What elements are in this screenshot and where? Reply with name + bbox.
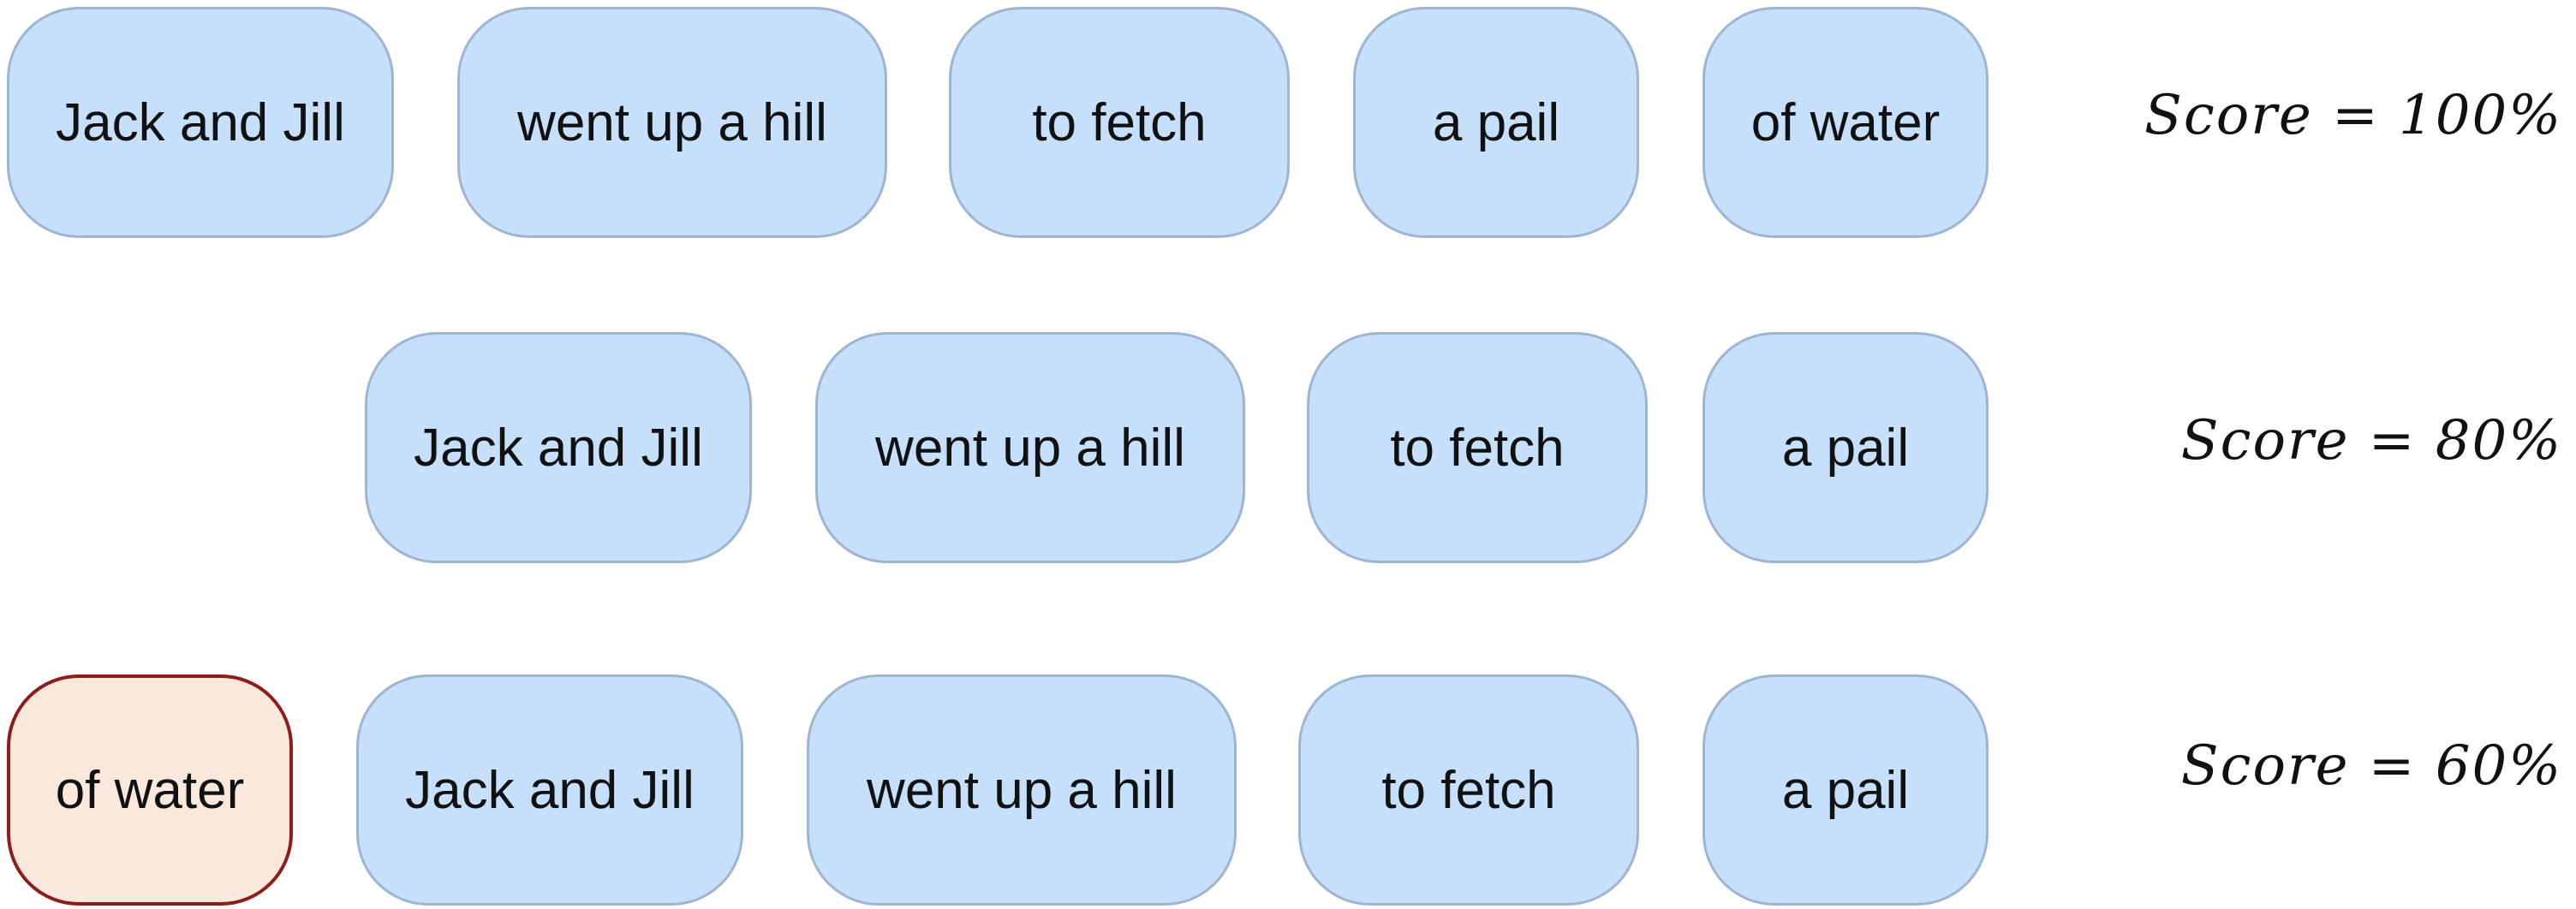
phrase-chip: of water: [1702, 7, 1989, 238]
misplaced-phrase-chip: of water: [7, 674, 293, 906]
phrase-chip: went up a hill: [457, 7, 887, 238]
phrase-chip: to fetch: [1307, 332, 1648, 563]
phrase-chip: Jack and Jill: [356, 674, 743, 906]
phrase-chip: to fetch: [949, 7, 1290, 238]
phrase-chip: to fetch: [1298, 674, 1639, 906]
score-label: Score = 60%: [2180, 734, 2562, 798]
score-label: Score = 100%: [2144, 84, 2562, 147]
phrase-chip: went up a hill: [807, 674, 1237, 906]
phrase-chip: went up a hill: [815, 332, 1245, 563]
phrase-chip: a pail: [1702, 332, 1989, 563]
phrase-chip: Jack and Jill: [7, 7, 394, 238]
phrase-chip: a pail: [1353, 7, 1639, 238]
phrase-chip: Jack and Jill: [365, 332, 752, 563]
score-label: Score = 80%: [2180, 409, 2562, 472]
phrase-chip: a pail: [1702, 674, 1989, 906]
